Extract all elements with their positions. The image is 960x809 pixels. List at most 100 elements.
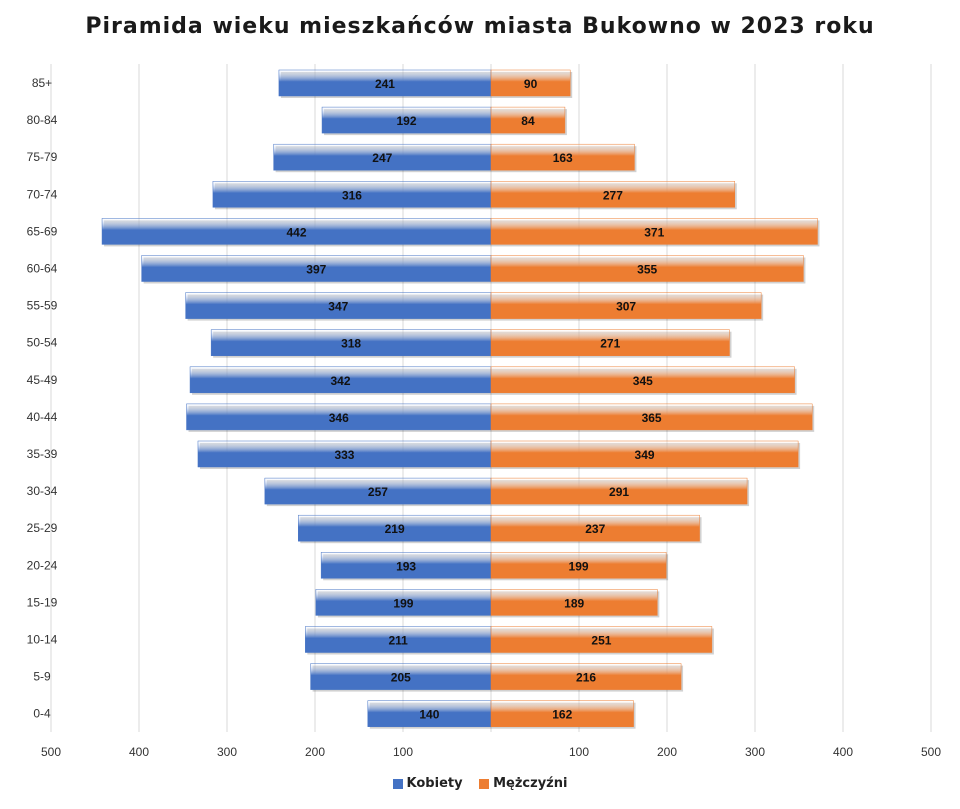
data-label-mezczyzni: 345 — [633, 374, 653, 388]
y-tick-label: 20-24 — [27, 558, 58, 572]
data-label-mezczyzni: 355 — [637, 263, 657, 277]
bar-kobiety — [298, 514, 492, 542]
y-tick-label: 25-29 — [27, 521, 58, 535]
legend-item-kobiety: Kobiety — [392, 776, 463, 791]
y-tick-label: 85+ — [32, 76, 52, 90]
data-label-mezczyzni: 365 — [642, 411, 662, 425]
bar-kobiety — [264, 477, 492, 505]
data-label-mezczyzni: 237 — [585, 522, 605, 536]
bar-kobiety — [185, 292, 492, 319]
y-tick-label: 65-69 — [27, 224, 58, 238]
x-tick-label: 400 — [833, 745, 853, 759]
legend-swatch-mezczyzni — [479, 778, 490, 789]
data-label-mezczyzni: 162 — [552, 708, 572, 722]
x-tick-label: 500 — [41, 745, 61, 759]
bar-mezczyzni — [490, 143, 635, 171]
bar-mezczyzni — [490, 106, 566, 134]
data-label-mezczyzni: 251 — [591, 634, 611, 648]
data-label-mezczyzni: 216 — [576, 671, 596, 685]
data-label-mezczyzni: 90 — [524, 77, 538, 91]
data-label-kobiety: 316 — [342, 188, 362, 202]
bar-mezczyzni — [490, 255, 804, 282]
data-label-mezczyzni: 199 — [569, 559, 589, 573]
data-label-kobiety: 347 — [328, 300, 348, 314]
data-label-mezczyzni: 371 — [644, 225, 664, 239]
y-tick-label: 40-44 — [27, 410, 58, 424]
data-label-kobiety: 346 — [329, 411, 349, 425]
y-tick-label: 5-9 — [33, 670, 51, 684]
y-tick-label: 35-39 — [27, 447, 58, 461]
bar-kobiety — [197, 440, 492, 468]
bar-kobiety — [141, 255, 492, 282]
y-tick-label: 0-4 — [33, 707, 51, 721]
data-label-mezczyzni: 189 — [564, 596, 584, 610]
legend-swatch-kobiety — [392, 778, 403, 789]
bar-mezczyzni — [490, 440, 799, 468]
x-tick-label: 500 — [921, 745, 941, 759]
bar-kobiety — [310, 663, 492, 690]
x-tick-label: 200 — [305, 745, 325, 759]
data-label-kobiety: 257 — [368, 485, 388, 499]
data-label-mezczyzni: 84 — [521, 114, 535, 128]
x-tick-label: 100 — [569, 745, 589, 759]
x-tick-label: 200 — [657, 745, 677, 759]
legend-item-mezczyzni: Mężczyźni — [479, 776, 567, 791]
data-label-kobiety: 192 — [397, 114, 417, 128]
bar-mezczyzni — [490, 477, 748, 505]
data-label-kobiety: 318 — [341, 337, 361, 351]
x-tick-label: 400 — [129, 745, 149, 759]
y-tick-label: 75-79 — [27, 150, 58, 164]
data-label-kobiety: 140 — [419, 708, 439, 722]
bar-mezczyzni — [490, 181, 736, 208]
bar-mezczyzni — [490, 403, 813, 431]
bar-kobiety — [278, 69, 492, 97]
bar-kobiety — [320, 552, 492, 579]
data-label-kobiety: 397 — [306, 263, 326, 277]
y-tick-label: 45-49 — [27, 373, 58, 387]
y-tick-label: 30-34 — [27, 484, 58, 498]
y-tick-label: 55-59 — [27, 299, 58, 313]
legend-label-kobiety: Kobiety — [406, 776, 463, 791]
bar-mezczyzni — [490, 663, 682, 690]
data-label-kobiety: 193 — [396, 559, 416, 573]
data-label-kobiety: 199 — [393, 596, 413, 610]
data-label-mezczyzni: 307 — [616, 300, 636, 314]
y-tick-label: 15-19 — [27, 595, 58, 609]
data-label-mezczyzni: 349 — [635, 448, 655, 462]
legend-label-mezczyzni: Mężczyźni — [493, 776, 568, 791]
data-label-mezczyzni: 271 — [600, 337, 620, 351]
data-label-kobiety: 241 — [375, 77, 395, 91]
legend: Kobiety Mężczyźni — [0, 776, 960, 793]
bar-mezczyzni — [490, 514, 700, 542]
y-tick-label: 60-64 — [27, 262, 58, 276]
bar-kobiety — [101, 218, 492, 245]
y-tick-label: 10-14 — [27, 633, 58, 647]
chart-title: Piramida wieku mieszkańców miasta Bukown… — [85, 14, 875, 39]
data-label-kobiety: 205 — [391, 671, 411, 685]
bar-kobiety — [321, 106, 492, 134]
x-tick-label: 100 — [393, 745, 413, 759]
bar-mezczyzni — [490, 626, 713, 653]
y-tick-label: 50-54 — [27, 336, 58, 350]
bar-mezczyzni — [490, 700, 634, 727]
data-label-mezczyzni: 291 — [609, 485, 629, 499]
bar-kobiety — [212, 181, 492, 208]
bar-mezczyzni — [490, 292, 762, 319]
data-label-kobiety: 342 — [331, 374, 351, 388]
bar-mezczyzni — [490, 218, 818, 245]
bar-kobiety — [273, 143, 492, 171]
data-label-mezczyzni: 277 — [603, 188, 623, 202]
data-label-mezczyzni: 163 — [553, 151, 573, 165]
bar-mezczyzni — [490, 589, 658, 616]
data-label-kobiety: 247 — [372, 151, 392, 165]
bar-mezczyzni — [490, 329, 730, 356]
bar-kobiety — [305, 626, 492, 653]
data-label-kobiety: 333 — [334, 448, 354, 462]
x-tick-label: 300 — [217, 745, 237, 759]
y-tick-label: 80-84 — [27, 113, 58, 127]
y-tick-label: 70-74 — [27, 187, 58, 201]
bar-kobiety — [186, 403, 492, 431]
data-label-kobiety: 211 — [388, 634, 408, 648]
